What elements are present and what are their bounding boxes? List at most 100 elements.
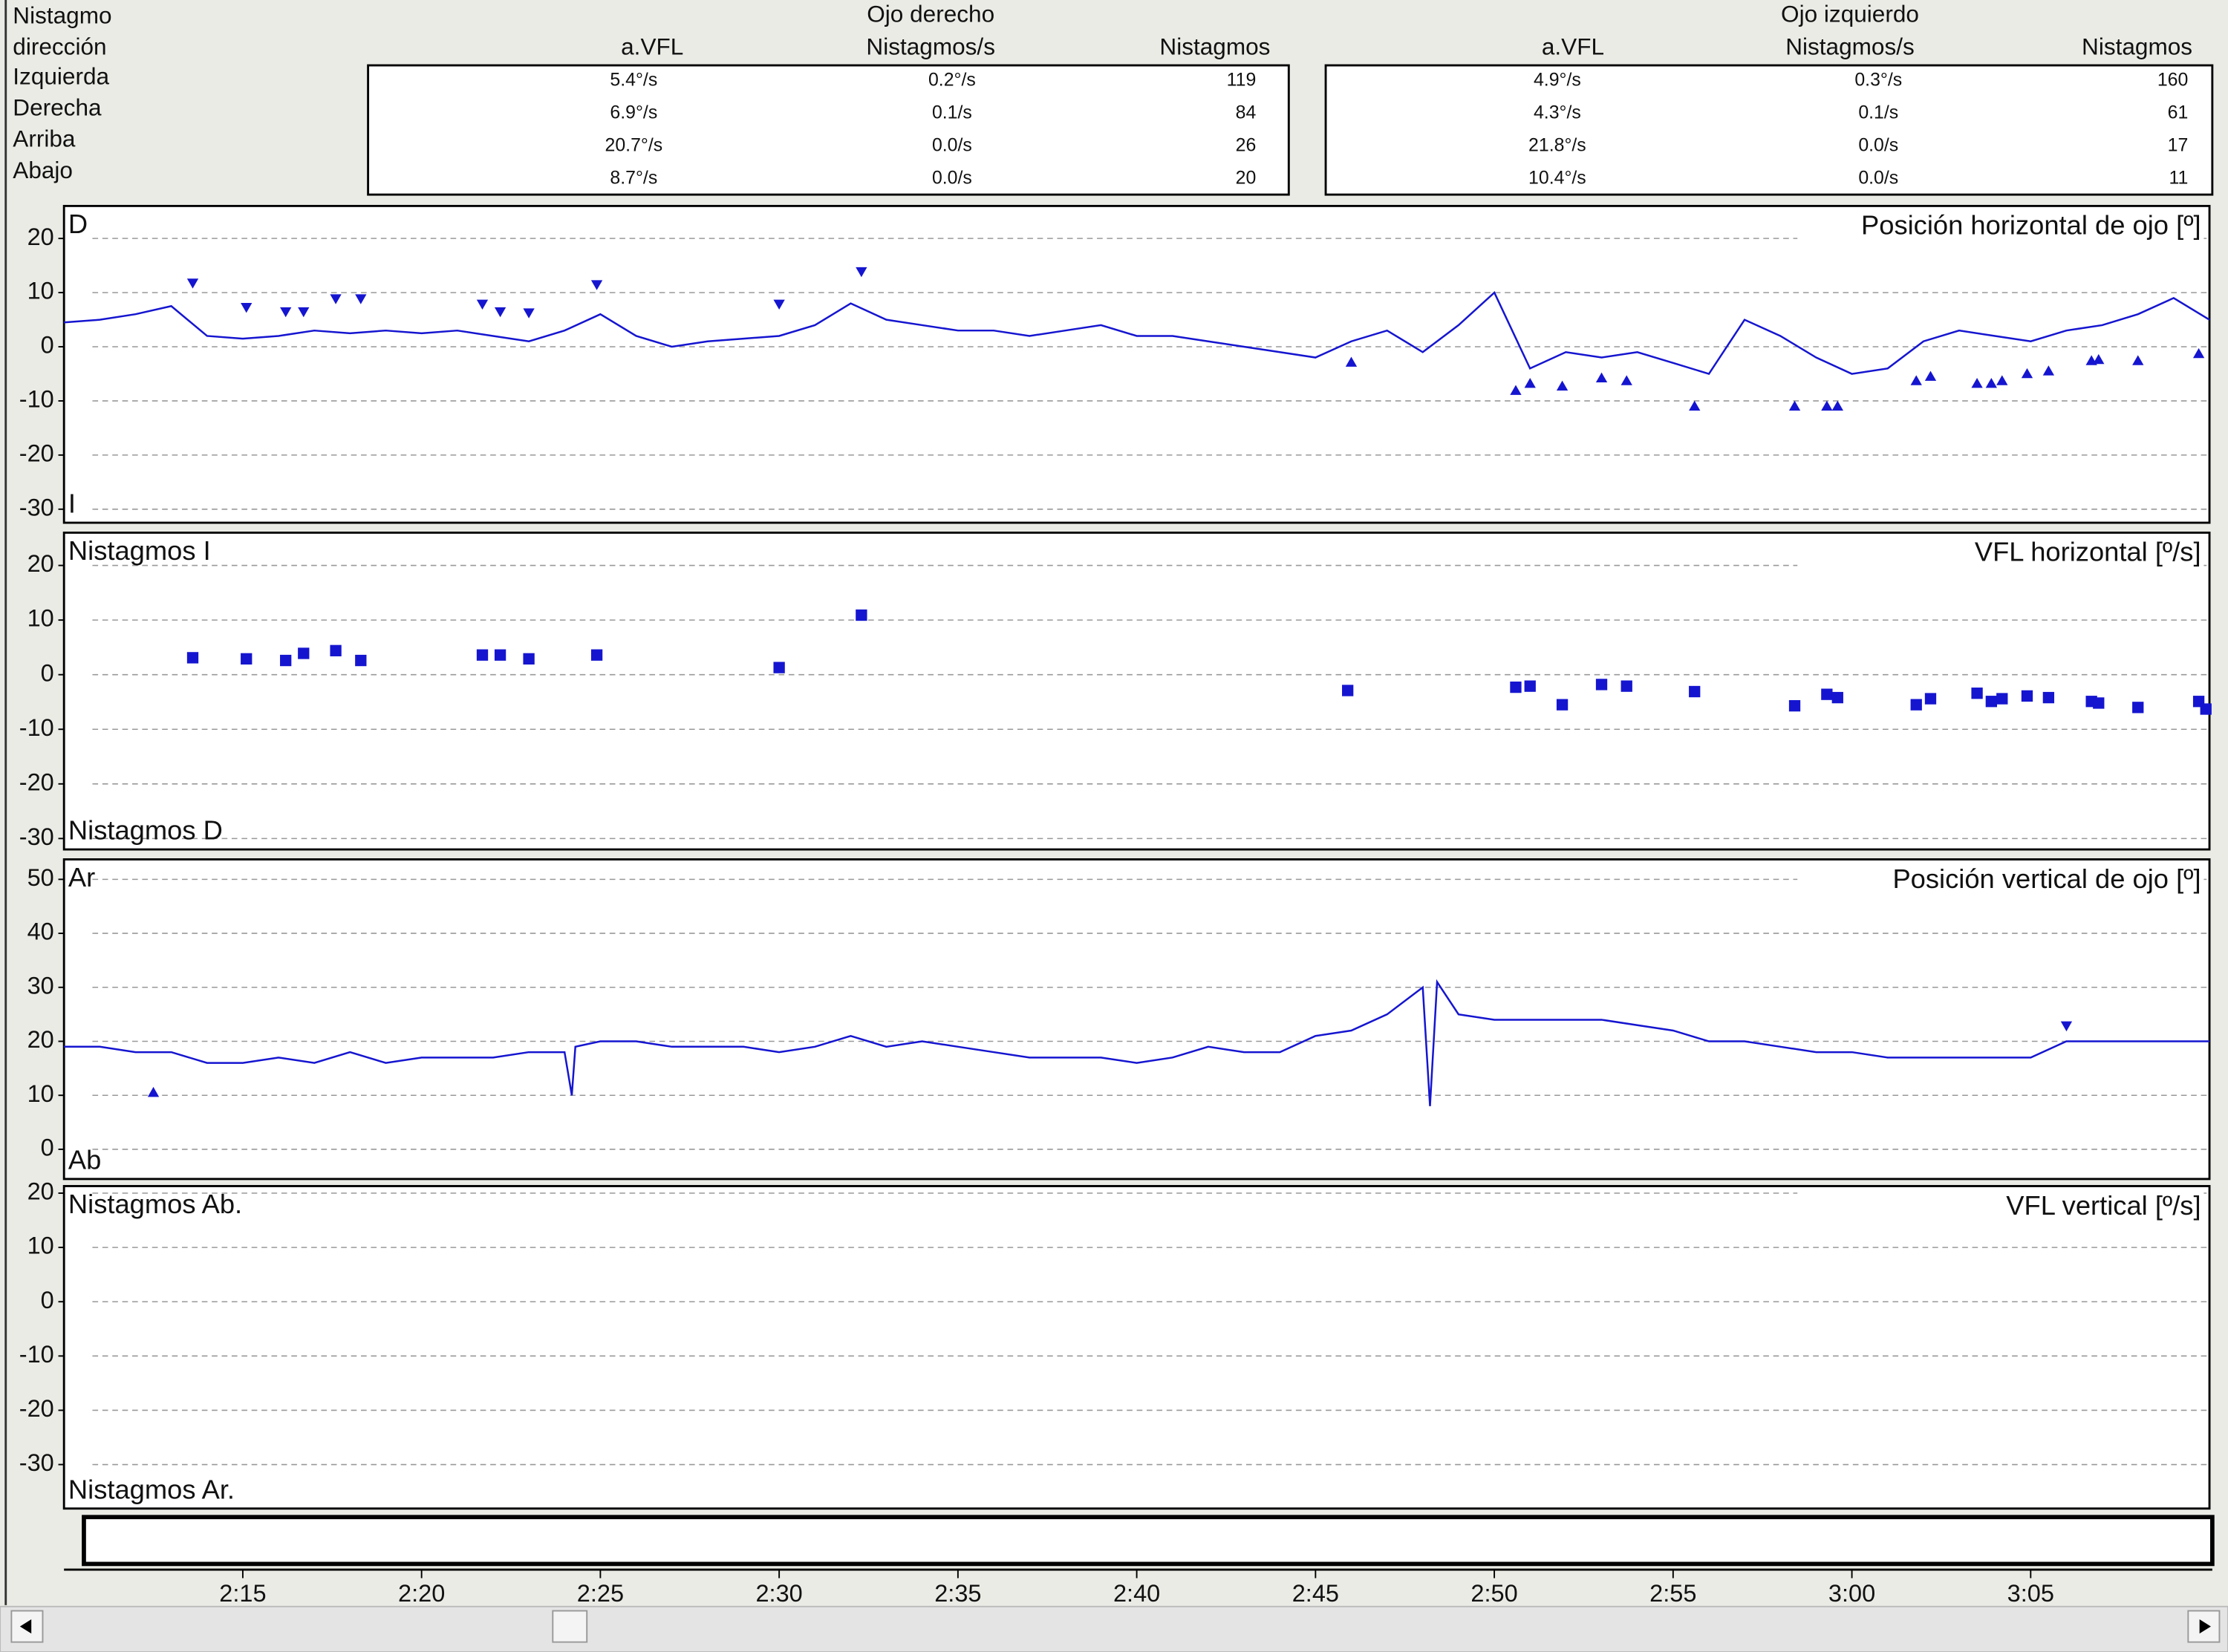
bottom-label: Nistagmos D — [68, 815, 223, 846]
table-cell: 5.4°/s — [610, 70, 657, 91]
y-tick-label: -20 — [19, 768, 54, 795]
table-cell: 0.0/s — [932, 135, 972, 156]
nystagmus-marker — [1689, 685, 1701, 698]
top-label: Nistagmos I — [68, 535, 211, 566]
nystagmus-marker — [1524, 680, 1536, 692]
nystagmus-marker — [1985, 377, 1997, 388]
y-tick-label: 20 — [27, 550, 54, 577]
nystagmus-marker — [856, 609, 867, 621]
column-header: Nistagmos — [2082, 33, 2192, 59]
y-tick-label: 20 — [27, 1026, 54, 1053]
nystagmus-marker — [355, 654, 367, 667]
nystagmus-marker — [2042, 365, 2055, 376]
chart-panel — [62, 204, 2211, 524]
x-tick-label: 2:30 — [755, 1580, 802, 1607]
table-cell: 4.9°/s — [1534, 70, 1581, 91]
nystagmus-marker — [590, 649, 603, 661]
x-tick-label: 2:25 — [577, 1580, 624, 1607]
y-tick-label: 30 — [27, 972, 54, 999]
nystagmus-marker — [1345, 356, 1358, 367]
x-tick-label: 2:35 — [934, 1580, 981, 1607]
nystagmus-marker — [1821, 400, 1833, 411]
table-cell: 17 — [2168, 135, 2189, 156]
nystagmus-marker — [494, 307, 506, 318]
nystagmus-marker — [590, 280, 603, 290]
x-tick-label: 2:45 — [1292, 1580, 1339, 1607]
nystagmus-marker — [773, 662, 785, 673]
chart-title: Posición horizontal de ojo [º] — [1861, 210, 2201, 241]
y-tick-label: 20 — [27, 1178, 54, 1205]
chart-panel — [62, 531, 2211, 851]
column-header: a.VFL — [1542, 33, 1604, 59]
nystagmus-marker — [280, 654, 292, 667]
nystagmus-marker — [2132, 702, 2144, 714]
chart-panel — [62, 858, 2211, 1181]
title-backdrop — [1797, 863, 2204, 898]
nystagmus-marker — [241, 303, 253, 313]
nystagmus-marker — [298, 647, 310, 659]
event-box — [82, 1515, 2215, 1567]
top-label: Ar — [68, 862, 95, 892]
scroll-right-arrow — [2199, 1619, 2211, 1634]
nystagmus-marker — [1971, 688, 1983, 699]
scrollbar[interactable] — [0, 1605, 2228, 1652]
nystagmus-marker — [2093, 697, 2105, 709]
chart-title: Posición vertical de ojo [º] — [1892, 863, 2201, 894]
y-tick-label: -20 — [19, 1395, 54, 1422]
y-tick-label: -10 — [19, 1341, 54, 1368]
column-header: a.VFL — [621, 33, 683, 59]
nystagmus-marker — [280, 307, 292, 318]
nystagmus-marker — [1924, 693, 1937, 705]
nystagmus-marker — [2093, 353, 2105, 365]
scroll-left-arrow — [19, 1619, 32, 1634]
table-cell: 0.0/s — [1858, 135, 1898, 156]
nystagmus-marker — [2200, 703, 2212, 715]
nystagmus-marker — [1556, 699, 1569, 711]
table-cell: 10.4°/s — [1528, 168, 1586, 189]
y-tick-label: 10 — [27, 1080, 54, 1107]
nystagmus-marker — [856, 267, 867, 278]
nystagmus-marker — [494, 649, 506, 661]
y-tick-label: 0 — [41, 659, 54, 686]
nystagmus-marker — [298, 307, 310, 318]
nystagmus-marker — [330, 294, 342, 304]
nystagmus-marker — [147, 1086, 160, 1097]
nystagmus-marker — [330, 644, 342, 656]
x-tick-label: 2:40 — [1113, 1580, 1160, 1607]
trace-line — [64, 291, 2210, 376]
nystagmus-marker — [1971, 377, 1983, 388]
table-box-left-eye — [1324, 64, 2214, 196]
nystagmus-marker — [476, 649, 489, 661]
nystagmus-marker — [1620, 680, 1632, 692]
nystagmus-marker — [1595, 679, 1608, 690]
bottom-label: I — [68, 489, 76, 519]
nystagmus-marker — [1821, 688, 1833, 700]
x-tick-label: 2:15 — [219, 1580, 266, 1607]
table-cell: 0.1/s — [932, 102, 972, 123]
x-tick-label: 2:50 — [1470, 1580, 1517, 1607]
y-tick-label: 50 — [27, 864, 54, 891]
trace-line — [64, 979, 2210, 1106]
nystagmus-marker — [2042, 691, 2055, 704]
nystagmus-marker — [241, 653, 253, 665]
table-cell: 160 — [2157, 70, 2188, 91]
y-tick-label: 0 — [41, 332, 54, 359]
top-label: Nistagmos Ab. — [68, 1189, 242, 1219]
y-tick-label: 10 — [27, 278, 54, 304]
bottom-label: Ab — [68, 1145, 101, 1175]
nystagmus-marker — [1595, 372, 1608, 383]
nystagmus-marker — [1342, 685, 1354, 696]
x-tick-label: 2:20 — [398, 1580, 445, 1607]
scroll-thumb[interactable] — [552, 1610, 588, 1643]
row-label: Izquierda — [13, 63, 109, 90]
nystagmus-marker — [1556, 380, 1569, 391]
x-tick-label: 3:05 — [2007, 1580, 2054, 1607]
row-label: Arriba — [13, 125, 76, 152]
y-tick-label: -30 — [19, 823, 54, 850]
nystagmus-marker — [1510, 681, 1522, 693]
chart-panel — [62, 1185, 2211, 1510]
nystagmus-marker — [186, 278, 199, 289]
nystagmus-marker — [523, 653, 535, 665]
nystagmus-marker — [1831, 400, 1843, 411]
y-tick-label: 40 — [27, 918, 54, 945]
